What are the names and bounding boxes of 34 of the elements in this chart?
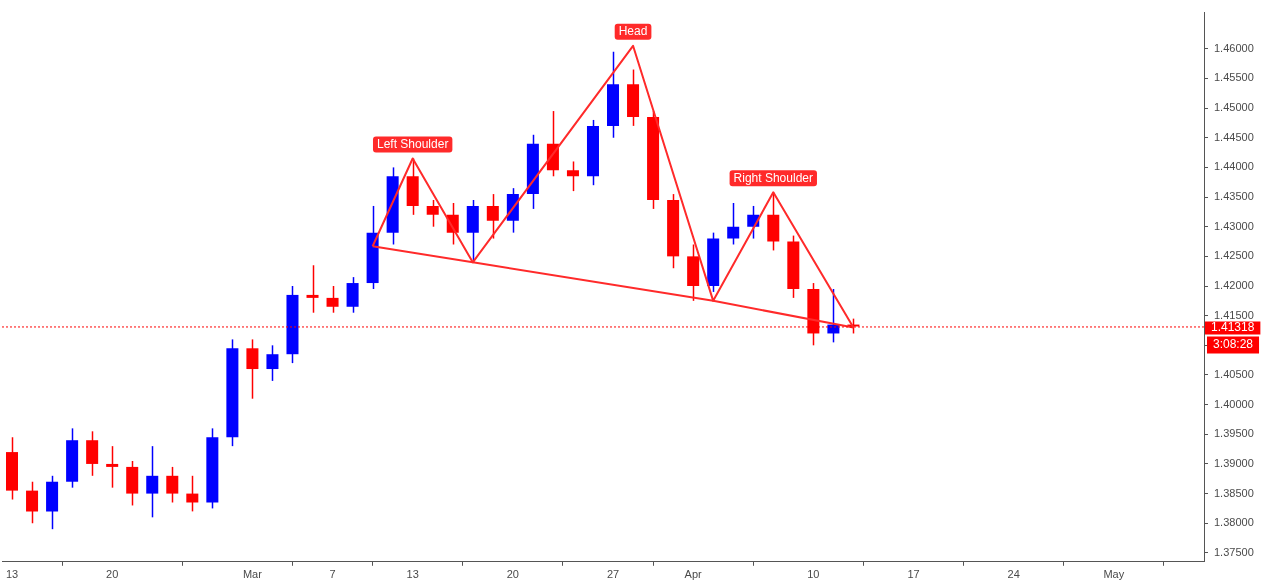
x-tick-label: May <box>1103 568 1125 581</box>
y-tick-label: 1.38000 <box>1214 516 1254 529</box>
y-tick-label: 1.39500 <box>1214 427 1254 440</box>
x-tick-label: 17 <box>907 568 920 581</box>
y-tick-label: 1.44000 <box>1214 160 1254 173</box>
x-tick-label: 20 <box>506 568 519 581</box>
x-tick-label: 7 <box>329 568 336 581</box>
y-tick-label: 1.38500 <box>1214 486 1254 499</box>
y-tick-label: 1.45500 <box>1214 71 1254 84</box>
x-tick-label: 20 <box>106 568 119 581</box>
y-tick-label: 1.43500 <box>1214 190 1254 203</box>
data-label: Right Shoulder <box>733 170 813 185</box>
x-tick-label: 10 <box>807 568 820 581</box>
y-tick-label: 1.37500 <box>1214 545 1254 558</box>
y-tick-label: 1.46000 <box>1214 41 1254 54</box>
y-tick-label: 1.43000 <box>1214 219 1254 232</box>
x-tick-label: 13 <box>5 568 19 581</box>
x-tick-label: 24 <box>1007 568 1020 581</box>
x-tick-label: Apr <box>684 568 703 581</box>
data-label: Left Shoulder <box>376 136 449 151</box>
x-tick-label: 13 <box>406 568 419 581</box>
y-tick-label: 1.42000 <box>1214 279 1254 292</box>
y-tick-label: 1.40000 <box>1214 397 1254 410</box>
y-tick-label: 1.44500 <box>1214 130 1254 143</box>
y-tick-label: 1.40500 <box>1214 368 1254 381</box>
x-tick-label: 27 <box>606 568 620 581</box>
y-tick-label: 1.39000 <box>1214 456 1254 469</box>
x-tick-label: Mar <box>242 568 263 581</box>
ref-line-label: 1.41318 <box>1211 320 1255 335</box>
y-tick-label: 1.41500 <box>1214 308 1254 321</box>
data-label: Head <box>618 24 648 39</box>
text: 3:08:28 <box>1213 337 1254 352</box>
y-tick-label: 1.45000 <box>1214 101 1254 114</box>
y-tick-label: 1.42500 <box>1214 249 1254 262</box>
